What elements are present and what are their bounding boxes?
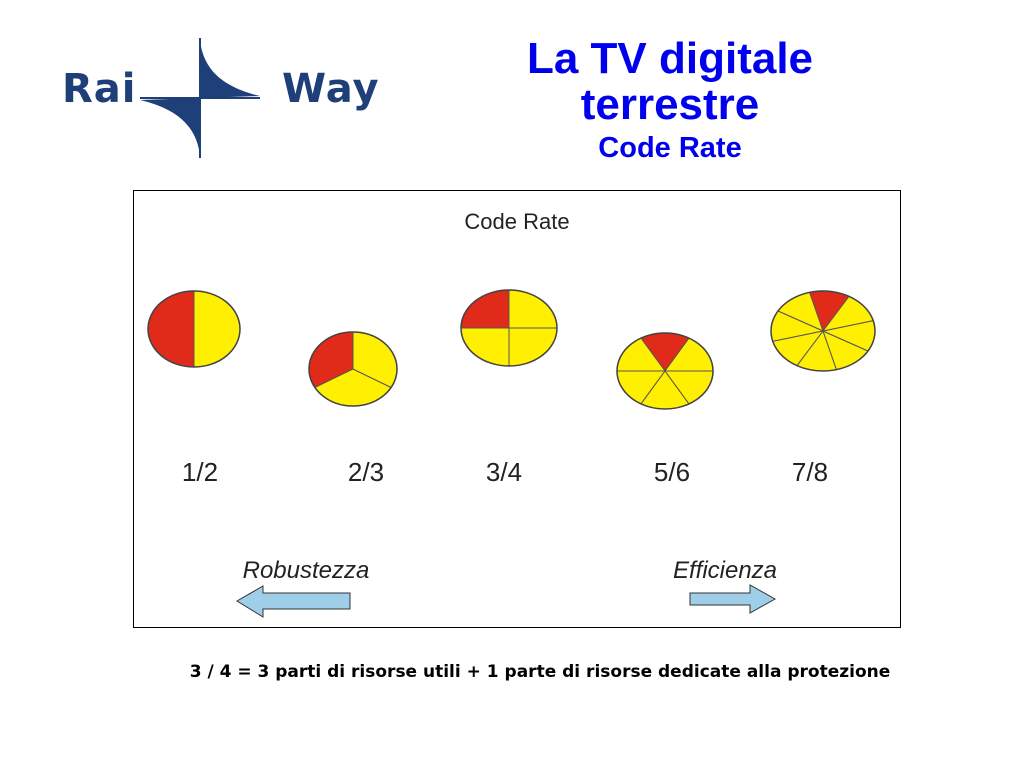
rate-label: 3/4 — [486, 457, 522, 487]
efficienza-label: Efficienza — [673, 557, 777, 584]
pie-3-4 — [460, 289, 558, 367]
logo-word-rai: Rai — [62, 66, 137, 112]
pie-outline — [770, 290, 876, 372]
code-rate-diagram: Code Rate Robustezza Efficienza 1/2 2/3 3/… — [147, 209, 876, 618]
right-arrow-icon — [689, 584, 777, 614]
pie-7-8 — [770, 290, 876, 372]
rate-label: 5/6 — [654, 457, 690, 487]
figure-heading: Code Rate — [464, 209, 569, 234]
pie-5-6 — [616, 332, 714, 410]
pie-outline — [460, 289, 558, 367]
rate-label: 1/2 — [182, 457, 218, 487]
title-line-1: La TV digitale — [526, 34, 814, 83]
logo-cross-icon — [140, 38, 260, 158]
robustezza-label: Robustezza — [243, 557, 370, 584]
pie-1-2 — [147, 290, 241, 368]
protection-slice — [147, 290, 195, 368]
pie-outline — [308, 331, 398, 407]
pie-outline — [147, 290, 241, 368]
pie-outline — [616, 332, 714, 410]
logo-word-way: Way — [282, 66, 380, 112]
caption: 3 / 4 = 3 parti di risorse utili + 1 par… — [189, 662, 891, 682]
pie-2-3 — [308, 331, 398, 407]
code-rate-figure: Code Rate Robustezza Efficienza 1/2 2/3 3/… — [133, 190, 901, 628]
rate-label: 7/8 — [792, 457, 828, 487]
rate-label: 2/3 — [348, 457, 384, 487]
title-line-2: terrestre — [580, 80, 760, 129]
useful-slice — [193, 290, 241, 368]
slide-title: La TV digitale terrestre Code Rate — [470, 34, 870, 165]
left-arrow-icon — [236, 585, 351, 618]
rai-way-logo: Rai Way — [60, 36, 380, 160]
title-subtitle: Code Rate — [598, 132, 742, 164]
